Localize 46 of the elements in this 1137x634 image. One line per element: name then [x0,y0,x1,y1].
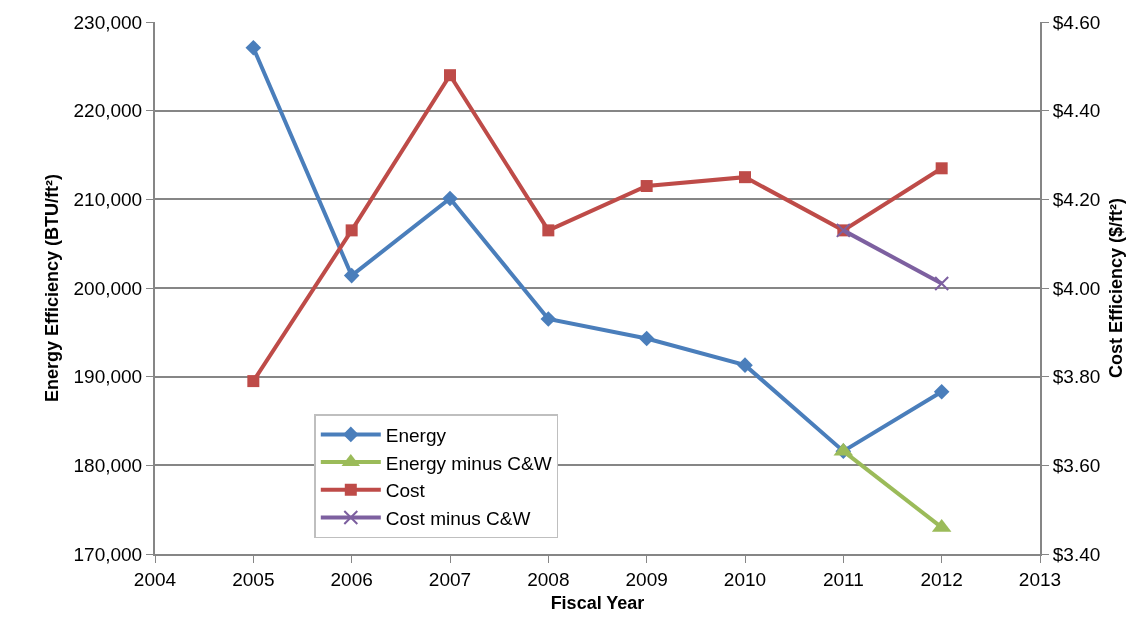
y2-tick-label: $4.60 [1052,11,1101,33]
point [442,190,458,207]
x-tick-label: 2011 [822,568,864,590]
y-tick-label: 170,000 [73,543,143,565]
x-tick-label: 2007 [428,568,472,590]
y2-tick-label: $4.20 [1052,188,1101,210]
point [739,171,751,184]
x-tick-label: 2004 [133,568,177,590]
y-tick-label: 180,000 [73,454,143,476]
y-tick-label: 230,000 [73,11,143,33]
point [935,162,948,175]
x-tick-label: 2010 [723,568,767,590]
x-tick-label: 2006 [330,568,373,590]
legend-label: Cost minus C&W [385,507,531,529]
legend-label: Energy [385,424,447,446]
legend-label: Energy minus C&W [385,452,552,474]
point [933,383,950,400]
point [245,39,262,56]
y2-tick-label: $4.40 [1052,100,1101,122]
y2-tick-label: $3.40 [1052,543,1101,565]
x-tick-label: 2013 [1018,568,1062,590]
y2-tick-label: $3.80 [1052,366,1101,388]
x-tick-label: 2005 [232,568,275,590]
point [737,357,753,373]
y-axis-title: Energy Efficiency (BTU/ft²) [42,173,63,403]
y-tick-label: 210,000 [73,188,143,210]
point [638,330,655,347]
point [345,224,358,237]
x-tick-label: 2009 [625,568,668,590]
y-tick-label: 200,000 [73,277,143,299]
legend-label: Cost [385,480,426,502]
point [343,267,360,284]
y-tick-label: 190,000 [73,366,143,388]
point [934,276,950,292]
y-tick-label: 220,000 [73,100,143,122]
point [444,69,456,82]
y2-tick-label: $4.00 [1052,277,1101,299]
x-tick-label: 2012 [920,568,963,590]
y2-axis-title: Cost Efficiency ($/ft²) [1105,197,1126,379]
point [540,311,557,327]
point [247,375,260,388]
x-axis-title: Fiscal Year [550,593,645,614]
x-tick-label: 2008 [527,568,570,590]
y2-tick-label: $3.60 [1052,454,1101,476]
point [542,224,555,237]
point [640,180,653,193]
